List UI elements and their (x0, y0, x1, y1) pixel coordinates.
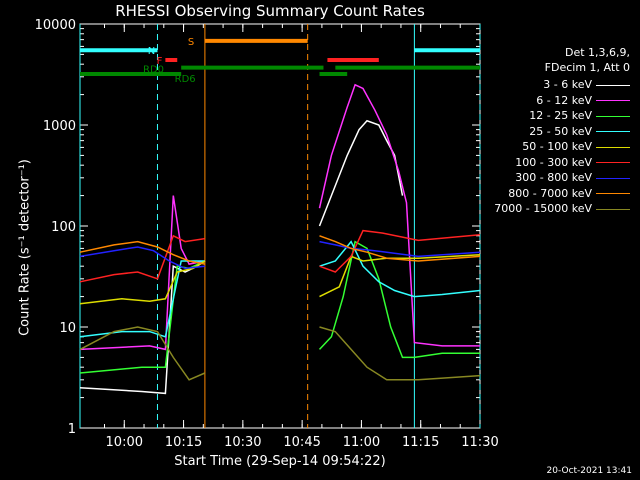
series-line-6 (79, 240, 481, 270)
legend-entry: 50 - 100 keV (484, 140, 630, 153)
legend-header-line: Det 1,3,6,9, (564, 46, 630, 59)
x-tick-label: 10:00 (106, 435, 143, 450)
legend-entry: 800 - 7000 keV (484, 187, 630, 200)
x-tick-label: 11:30 (461, 435, 498, 450)
legend-entry-swatch (596, 115, 630, 117)
legend-header-line: FDecim 1, Att 0 (544, 61, 630, 74)
legend-entry-swatch (596, 177, 630, 179)
legend-entry-label: 7000 - 15000 keV (494, 202, 592, 215)
legend-entry: 12 - 25 keV (484, 109, 630, 122)
legend-entry: 300 - 800 keV (484, 171, 630, 184)
flag-label-s: S (188, 37, 194, 48)
legend-entry-swatch (596, 84, 630, 86)
series-line-8 (79, 326, 481, 381)
series-line-3 (79, 240, 481, 338)
legend-entry-label: 12 - 25 keV (529, 109, 592, 122)
legend-entry-swatch (596, 131, 630, 132)
y-tick-label: 10000 (35, 18, 76, 33)
legend-entry-label: 100 - 300 keV (515, 155, 592, 169)
y-tick-label: 1000 (43, 119, 76, 134)
legend-entry: 25 - 50 keV (484, 125, 630, 138)
legend-entry-label: 800 - 7000 keV (508, 186, 592, 200)
legend-entry-label: 50 - 100 keV (522, 140, 592, 153)
flag-label-f: F (157, 56, 163, 67)
legend-entry-label: 25 - 50 keV (529, 124, 592, 138)
y-tick-label: 10 (59, 321, 76, 336)
flag-label-rd0: RD0 (143, 65, 164, 76)
legend-entry: 3 - 6 keV (484, 78, 630, 91)
series-line-4 (79, 253, 481, 305)
chart-title: RHESSI Observing Summary Count Rates (115, 2, 425, 20)
legend-entry: 6 - 12 keV (484, 94, 630, 107)
legend-entry-label: 300 - 800 keV (515, 171, 592, 184)
y-tick-label: 100 (51, 220, 76, 235)
x-tick-label: 10:15 (165, 435, 202, 450)
legend-entry: 100 - 300 keV (484, 156, 630, 169)
legend-entry-label: 3 - 6 keV (543, 78, 592, 91)
flag-label-rd6: RD6 (175, 74, 196, 85)
legend-entry-swatch (596, 146, 630, 148)
x-tick-label: 10:45 (283, 435, 320, 450)
timestamp: 20-Oct-2021 13:41 (546, 466, 632, 476)
legend-entry-swatch (596, 193, 630, 194)
legend-entry-swatch (596, 208, 630, 210)
x-axis-label: Start Time (29-Sep-14 09:54:22) (174, 454, 386, 469)
y-tick-label: 1 (68, 422, 76, 437)
series-line-7 (79, 235, 481, 265)
flag-label-n: N (148, 46, 155, 57)
series-line-5 (79, 229, 481, 283)
y-axis-label: Count Rate (s⁻¹ detector⁻¹) (17, 159, 33, 336)
legend-entry-swatch (596, 100, 630, 101)
series-line-1 (79, 83, 480, 351)
x-tick-label: 10:30 (224, 435, 261, 450)
legend-entry-swatch (596, 162, 630, 163)
x-tick-label: 11:15 (402, 435, 439, 450)
legend-entry-label: 6 - 12 keV (536, 93, 592, 107)
legend-entry: 7000 - 15000 keV (484, 202, 630, 215)
x-tick-label: 11:00 (343, 435, 380, 450)
